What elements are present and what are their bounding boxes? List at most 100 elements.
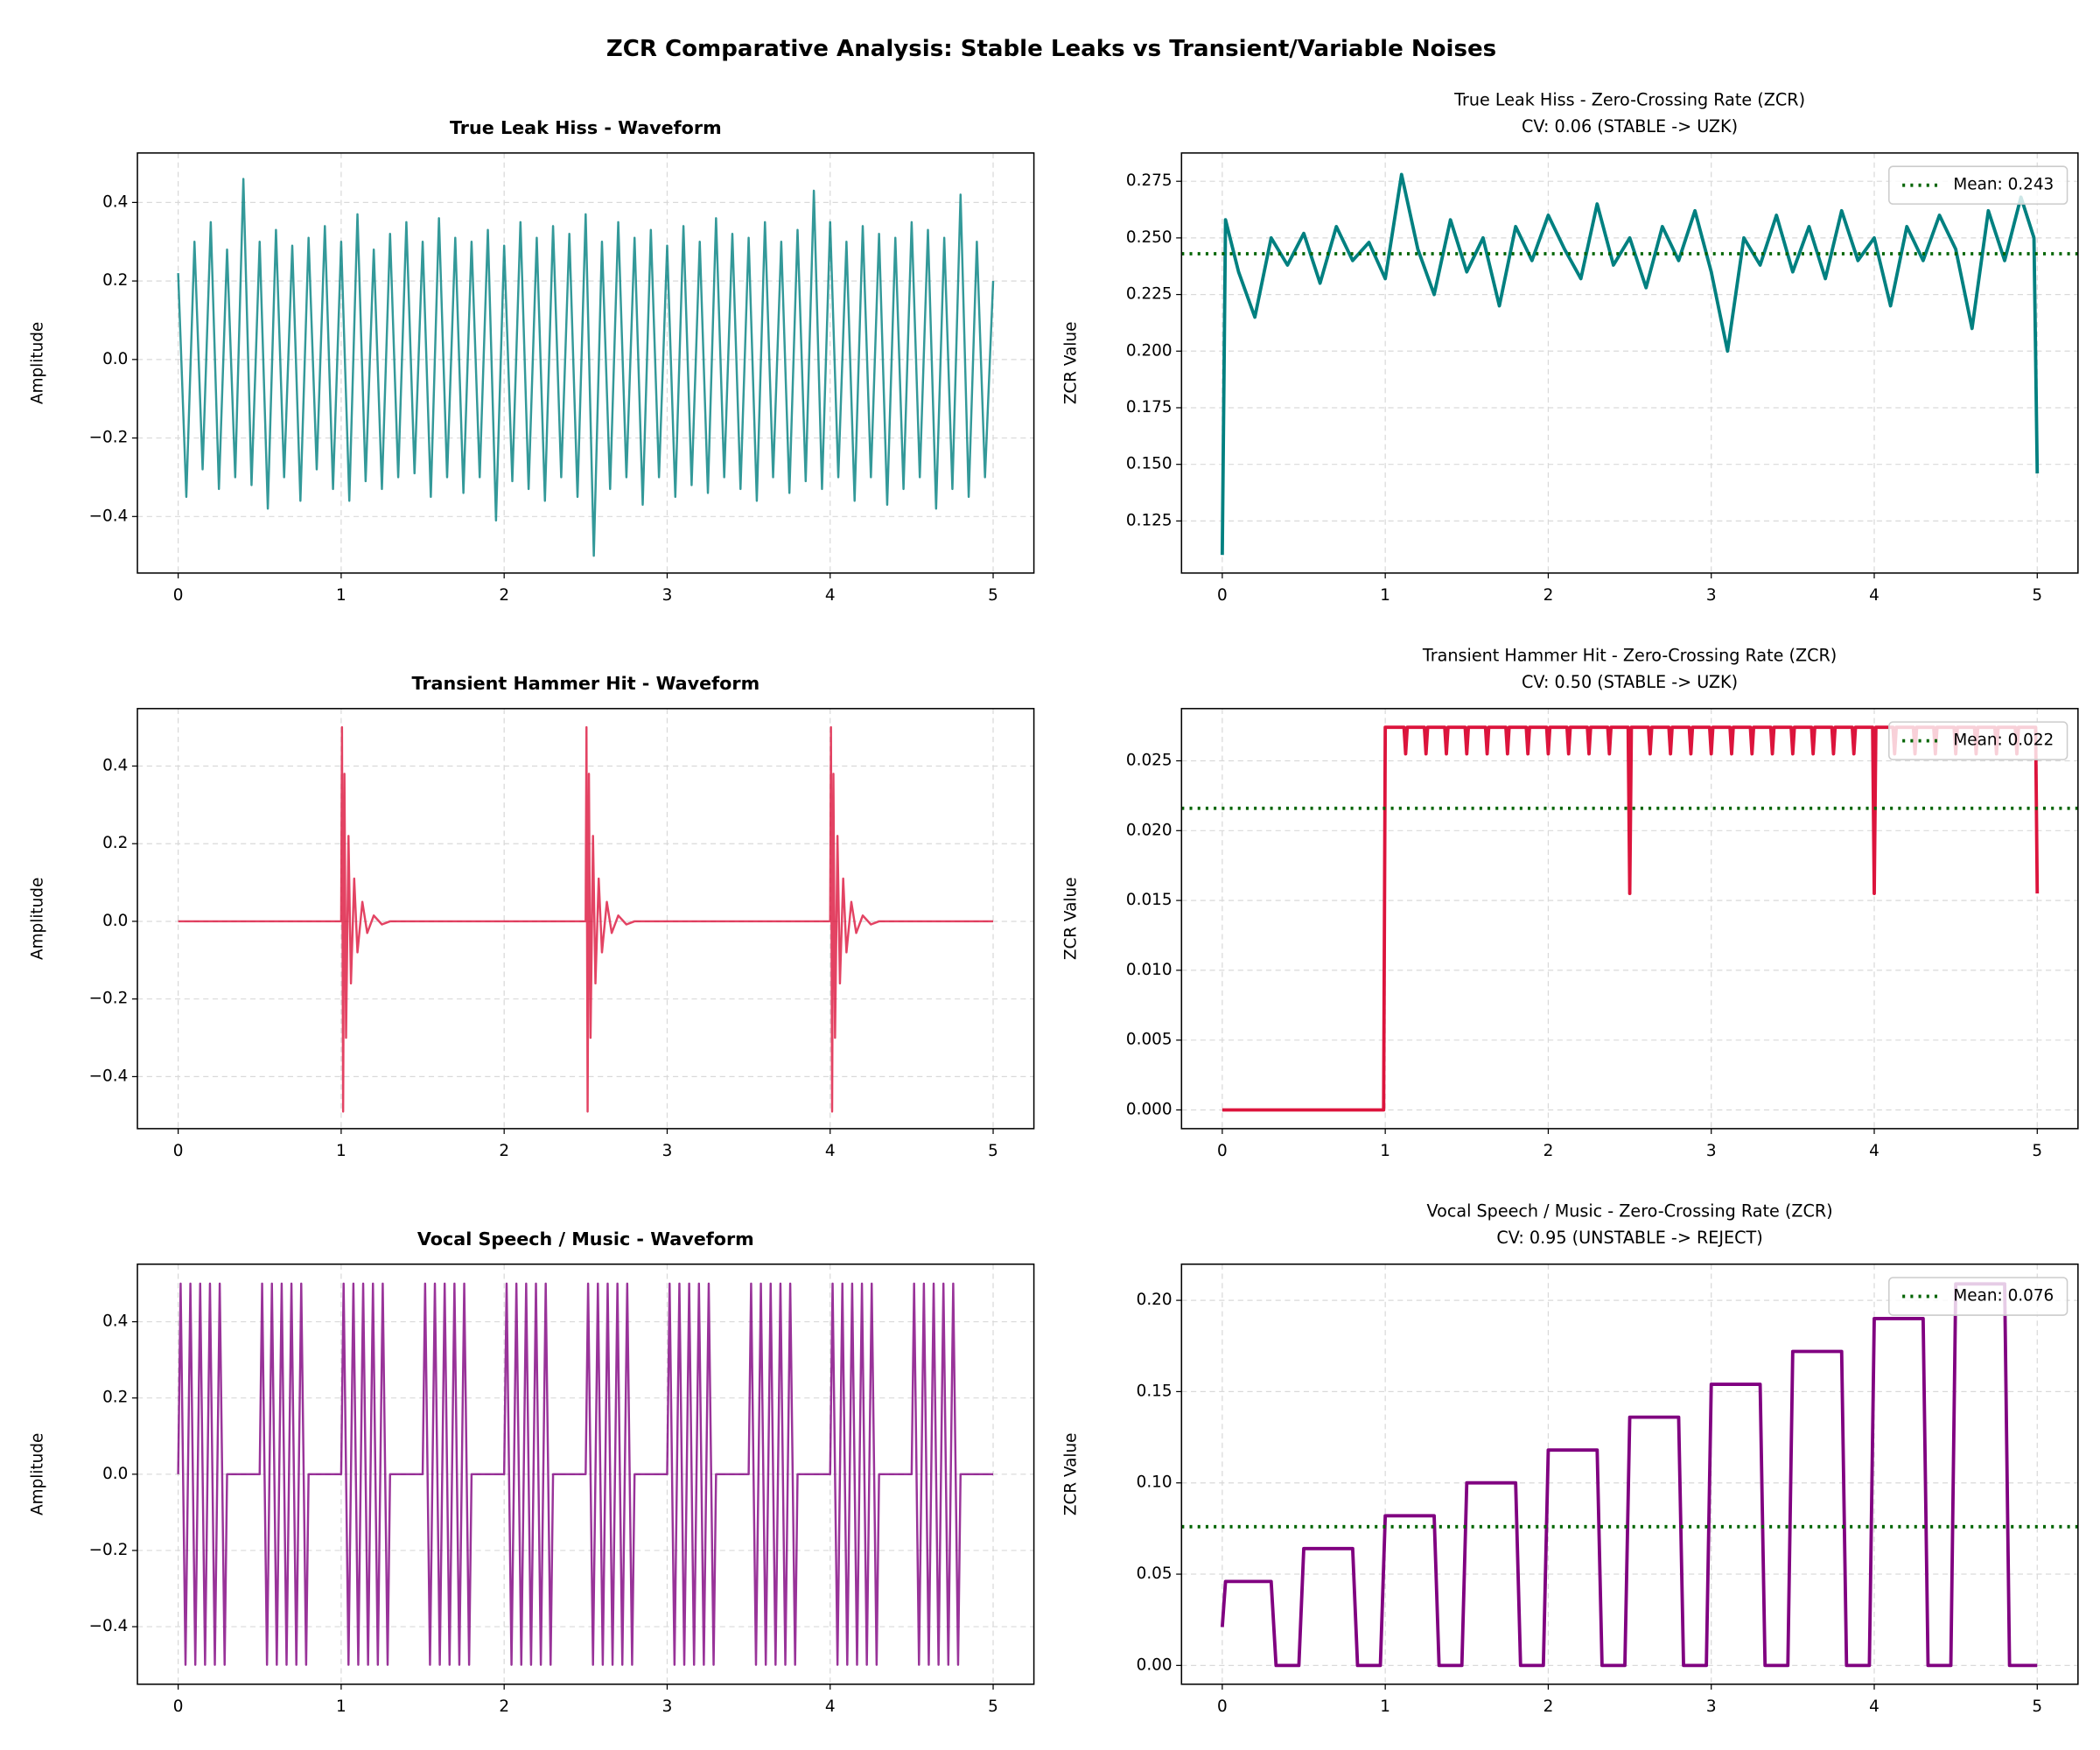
y-tick-label: 0.0: [102, 350, 128, 368]
figure-title: ZCR Comparative Analysis: Stable Leaks v…: [606, 36, 1496, 62]
x-tick-label: 2: [1544, 586, 1554, 605]
legend-box: [1888, 721, 2068, 760]
y-tick-label: −0.2: [89, 1541, 129, 1559]
x-tick-label: 4: [825, 586, 836, 605]
x-tick-label: 3: [662, 586, 673, 605]
y-tick-label: 0.4: [102, 1312, 128, 1331]
subplot: 0 1 2 3 4 5 −0.4 −0.2 0.0 0.2 0.4 True Leak Hiss - …: [29, 117, 1035, 605]
x-tick-label: 0: [173, 1142, 184, 1160]
x-tick-label: 1: [336, 586, 346, 605]
x-tick-label: 1: [1380, 1142, 1390, 1160]
x-tick-label: 3: [1706, 586, 1717, 605]
data-line: [1220, 172, 2040, 556]
y-tick-label: 0.150: [1126, 455, 1172, 473]
axes-frame: [136, 152, 1035, 574]
x-tick-label: 2: [499, 1142, 509, 1160]
y-tick-label: 0.10: [1137, 1474, 1172, 1492]
x-tick-label: 0: [173, 586, 184, 605]
y-axis-label: Amplitude: [29, 1433, 47, 1516]
legend-label: Mean: 0.243: [1953, 176, 2054, 194]
legend-label: Mean: 0.022: [1953, 732, 2054, 750]
x-tick-label: 5: [2032, 586, 2042, 605]
x-tick-label: 3: [662, 1698, 673, 1716]
y-axis-label: ZCR Value: [1062, 1433, 1081, 1516]
subplot: 0 1 2 3 4 5 −0.4 −0.2 0.0 0.2 0.4 Transient Hammer …: [29, 673, 1035, 1160]
y-tick-label: 0.2: [102, 1389, 128, 1407]
x-tick-label: 5: [988, 1142, 998, 1160]
subplot: 0 1 2 3 4 5 −0.4 −0.2 0.0 0.2 0.4 Vocal Speech / Mu…: [29, 1228, 1035, 1716]
x-tick-label: 1: [336, 1698, 346, 1716]
x-tick-label: 3: [662, 1142, 673, 1160]
subplot-subtitle: CV: 0.95 (UNSTABLE -> REJECT): [1496, 1228, 1762, 1248]
y-tick-label: −0.2: [89, 990, 129, 1008]
x-tick-label: 1: [1380, 586, 1390, 605]
x-tick-label: 4: [1869, 586, 1880, 605]
x-tick-label: 0: [1217, 586, 1228, 605]
x-tick-label: 5: [988, 586, 998, 605]
subplot: 0 1 2 3 4 5 0.000 0.005 0.010 0.015 0.020 0.025 Mean…: [1062, 646, 2079, 1160]
y-tick-label: −0.4: [89, 1067, 129, 1085]
axes-frame: [1180, 708, 2079, 1130]
x-tick-label: 4: [825, 1698, 836, 1716]
y-tick-label: 0.275: [1126, 172, 1172, 190]
x-tick-label: 3: [1706, 1142, 1717, 1160]
x-tick-label: 2: [1544, 1142, 1554, 1160]
subplot-title: True Leak Hiss - Waveform: [450, 117, 722, 138]
y-tick-label: 0.125: [1126, 511, 1172, 529]
subplot: 0 1 2 3 4 5 0.125 0.150 0.175 0.200 0.225 0.250 0.27…: [1062, 90, 2079, 605]
x-tick-label: 0: [1217, 1698, 1228, 1716]
data-line: [178, 725, 994, 1113]
y-tick-label: 0.00: [1137, 1656, 1172, 1674]
y-tick-label: 0.025: [1126, 752, 1172, 770]
y-tick-label: 0.175: [1126, 398, 1172, 416]
x-tick-label: 0: [173, 1698, 184, 1716]
x-tick-label: 5: [2032, 1698, 2042, 1716]
x-tick-label: 4: [1869, 1698, 1880, 1716]
x-tick-label: 2: [499, 1698, 509, 1716]
data-line: [177, 1282, 994, 1666]
y-tick-label: 0.005: [1126, 1031, 1172, 1049]
legend-box: [1888, 1277, 2068, 1316]
x-tick-label: 4: [1869, 1142, 1880, 1160]
y-tick-label: 0.2: [102, 271, 128, 290]
legend-label: Mean: 0.076: [1953, 1287, 2054, 1306]
y-tick-label: −0.4: [89, 1617, 129, 1635]
x-tick-label: 4: [825, 1142, 836, 1160]
subplot-title: Transient Hammer Hit - Waveform: [412, 673, 760, 694]
y-tick-label: 0.0: [102, 912, 128, 930]
x-tick-label: 1: [1380, 1698, 1390, 1716]
subplot-subtitle: CV: 0.06 (STABLE -> UZK): [1522, 116, 1738, 136]
x-tick-label: 2: [499, 586, 509, 605]
y-tick-label: 0.250: [1126, 228, 1172, 247]
y-tick-label: −0.4: [89, 507, 129, 525]
y-axis-label: ZCR Value: [1062, 322, 1081, 405]
y-axis-label: ZCR Value: [1062, 878, 1081, 961]
subplot-title: Transient Hammer Hit - Zero-Crossing Rat…: [1422, 646, 1837, 666]
subplot-subtitle: CV: 0.50 (STABLE -> UZK): [1522, 672, 1738, 692]
data-line: [177, 178, 995, 557]
y-tick-label: 0.15: [1137, 1382, 1172, 1400]
y-tick-label: −0.2: [89, 429, 129, 447]
subplot-title: True Leak Hiss - Zero-Crossing Rate (ZCR…: [1453, 90, 1805, 110]
y-axis-label: Amplitude: [29, 878, 47, 960]
subplot: 0 1 2 3 4 5 0.00 0.05 0.10 0.15 0.20 Mean: 0.076 Voc…: [1062, 1200, 2079, 1716]
y-axis-label: Amplitude: [29, 322, 47, 404]
y-tick-label: 0.010: [1126, 961, 1172, 979]
y-tick-label: 0.0: [102, 1465, 128, 1483]
y-tick-label: 0.225: [1126, 285, 1172, 304]
data-line: [1220, 1282, 2038, 1668]
y-tick-label: 0.4: [102, 192, 128, 211]
subplot-title: Vocal Speech / Music - Zero-Crossing Rat…: [1426, 1200, 1832, 1221]
y-tick-label: 0.000: [1126, 1100, 1172, 1118]
x-tick-label: 3: [1706, 1698, 1717, 1716]
x-tick-label: 2: [1544, 1698, 1554, 1716]
axes-frame: [136, 708, 1035, 1130]
y-tick-label: 0.015: [1126, 891, 1172, 909]
x-tick-label: 0: [1217, 1142, 1228, 1160]
y-tick-label: 0.020: [1126, 821, 1172, 839]
y-tick-label: 0.20: [1137, 1291, 1172, 1309]
subplot-title: Vocal Speech / Music - Waveform: [417, 1228, 754, 1250]
